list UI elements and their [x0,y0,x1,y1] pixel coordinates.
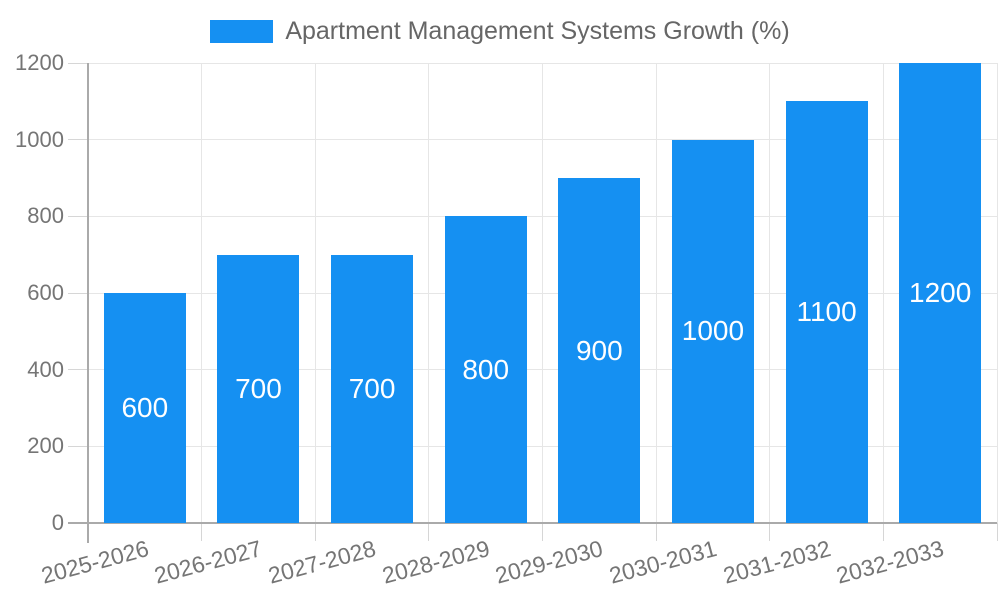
y-tick [68,292,88,294]
y-axis-label: 0 [51,510,64,535]
bar[interactable] [785,101,868,523]
y-tick [68,62,88,64]
bar-value-label: 700 [235,372,282,404]
x-axis-label: 2029-2030 [492,535,606,589]
y-axis-label: 1000 [15,126,64,152]
v-gridline [882,63,884,523]
v-gridline [201,63,203,523]
x-tick [201,523,203,541]
x-axis-line [68,522,997,524]
v-gridline [996,63,998,523]
legend-item[interactable]: Apartment Management Systems Growth (%) [0,17,1000,45]
bar[interactable] [558,178,641,523]
x-axis-label: 2031-2032 [720,535,834,589]
x-tick [314,523,316,541]
bar-value-label: 700 [348,372,396,404]
y-tick [68,369,88,371]
bar-value-label: 1000 [681,315,745,347]
x-axis-label: 2025-2026 [38,535,152,589]
bar[interactable] [331,254,414,523]
x-tick [996,523,998,541]
v-gridline [428,63,430,523]
bar-value-label: 600 [121,392,169,423]
y-axis-label: 1200 [15,50,64,75]
x-axis-label: 2026-2027 [151,535,265,589]
v-gridline [542,63,543,523]
y-tick [68,215,88,217]
legend-label: Apartment Management Systems Growth (%) [285,16,790,45]
bar[interactable] [217,254,300,523]
bar-value-label: 1100 [796,296,857,328]
x-axis-label: 2027-2028 [265,535,379,589]
y-axis-label: 200 [27,433,64,459]
v-gridline [314,63,316,523]
y-axis-line [87,63,89,543]
x-tick [542,523,543,541]
y-tick [68,139,88,141]
bar[interactable] [899,63,982,523]
legend-swatch-icon [210,19,274,43]
bar[interactable] [103,293,186,523]
y-axis-label: 400 [27,356,64,382]
v-gridline [769,63,771,523]
bar[interactable] [671,139,754,523]
bar[interactable] [444,216,527,523]
bar-value-label: 1200 [909,277,972,308]
x-axis-label: 2030-2031 [606,535,720,589]
x-tick [655,523,657,541]
x-tick [769,523,771,541]
y-tick [68,445,88,447]
x-axis-label: 2028-2029 [379,535,493,589]
bar-value-label: 800 [462,353,510,385]
bar-value-label: 900 [575,334,623,366]
x-axis-label: 2032-2033 [833,535,947,589]
x-tick [882,523,884,541]
y-axis-label: 800 [27,203,64,229]
x-tick [428,523,430,541]
y-axis-label: 600 [27,280,64,305]
v-gridline [655,63,657,523]
